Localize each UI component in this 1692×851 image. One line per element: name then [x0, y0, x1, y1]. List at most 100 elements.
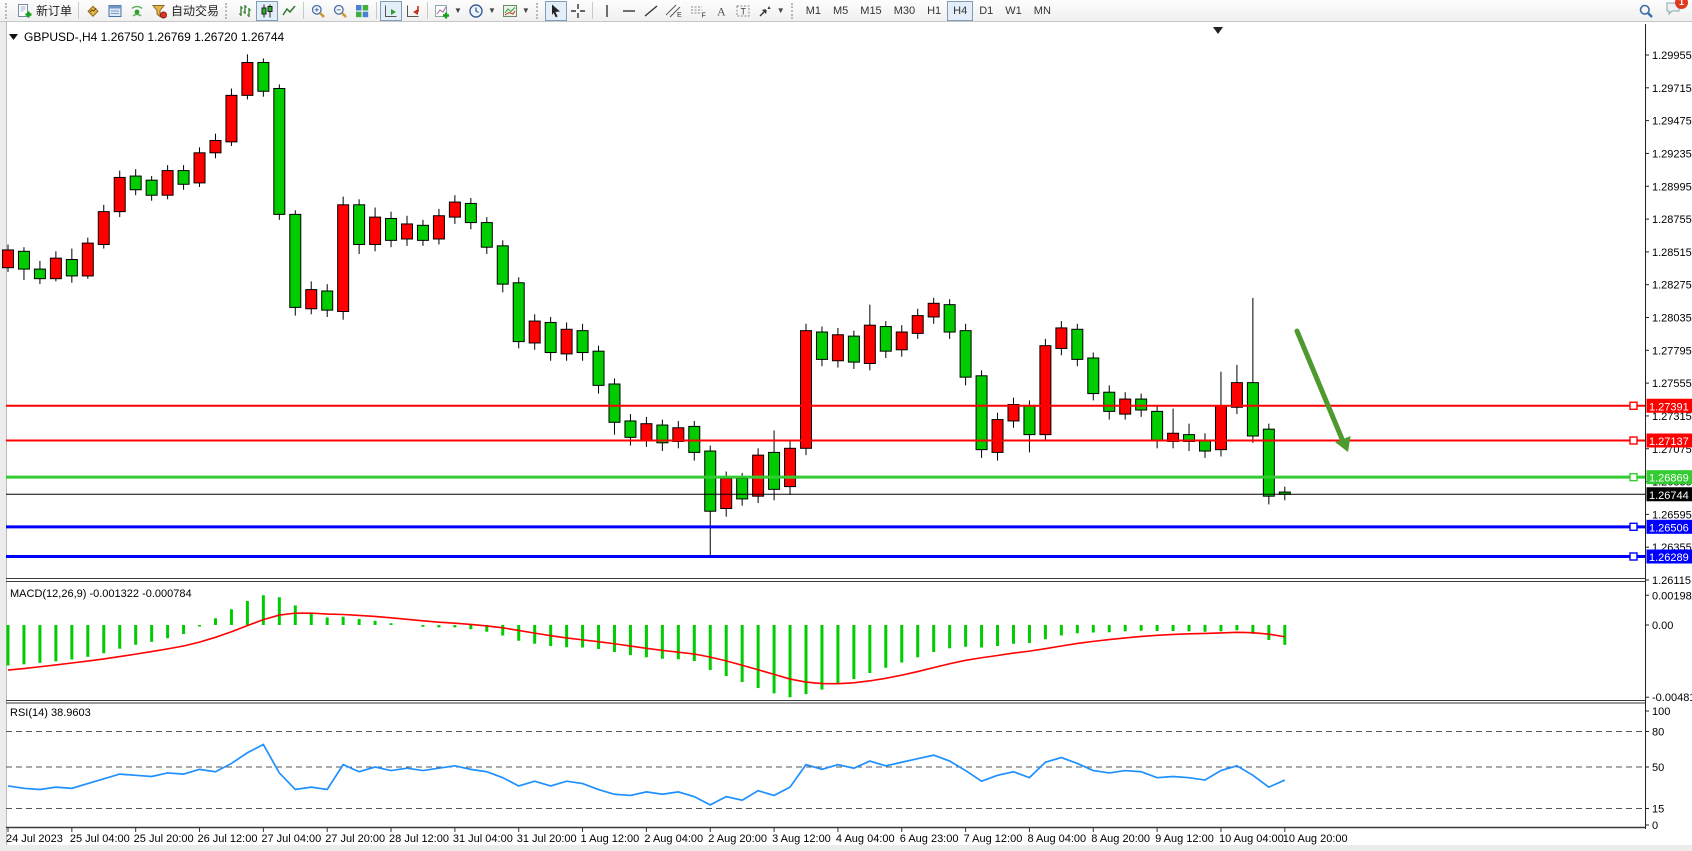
navigator-button[interactable]: [126, 1, 148, 21]
arrows-icon: [757, 3, 773, 19]
text-tool-button[interactable]: A: [710, 1, 732, 21]
arrows-tool-button[interactable]: ▼: [754, 1, 788, 21]
autotrading-button[interactable]: 自动交易: [148, 1, 222, 21]
trend-arrow[interactable]: [1294, 328, 1351, 452]
svg-text:31 Jul 20:00: 31 Jul 20:00: [517, 833, 577, 845]
auto-scroll-button[interactable]: [380, 0, 403, 21]
fibonacci-tool-button[interactable]: F: [686, 1, 710, 21]
candle: [496, 245, 509, 285]
toolbar: 新订单 自动交易: [0, 0, 1692, 22]
candle: [432, 215, 445, 240]
hline-price-label: [1646, 433, 1692, 448]
notification-badge: 1: [1675, 0, 1688, 9]
zoom-out-button[interactable]: [329, 1, 351, 21]
notifications-chat-button[interactable]: 1: [1665, 0, 1688, 21]
candle: [640, 423, 653, 441]
arrows-dropdown-caret[interactable]: ▼: [776, 6, 785, 15]
vertical-line-tool-button[interactable]: [596, 1, 618, 21]
svg-text:6 Aug 23:00: 6 Aug 23:00: [900, 833, 959, 845]
svg-text:1.27391: 1.27391: [1649, 401, 1689, 413]
timeframe-button-mn[interactable]: MN: [1028, 1, 1057, 21]
svg-text:1.27555: 1.27555: [1652, 378, 1692, 390]
timeframe-button-m15[interactable]: M15: [854, 1, 887, 21]
svg-text:10 Aug 04:00: 10 Aug 04:00: [1219, 833, 1284, 845]
data-window-button[interactable]: [104, 1, 126, 21]
templates-dropdown-caret[interactable]: ▼: [521, 6, 530, 15]
candle: [975, 375, 988, 451]
timeframe-button-h1[interactable]: H1: [921, 1, 947, 21]
search-icon: [1638, 3, 1654, 19]
new-order-button[interactable]: 新订单: [14, 1, 75, 21]
candle: [815, 331, 828, 360]
data-window-icon: [107, 3, 123, 19]
zoom-out-icon: [332, 3, 348, 19]
candle: [1087, 357, 1100, 395]
trendline-tool-button[interactable]: [640, 1, 662, 21]
candle: [592, 350, 605, 386]
svg-text:27 Jul 04:00: 27 Jul 04:00: [261, 833, 321, 845]
periods-button[interactable]: ▼: [465, 1, 499, 21]
hline-price-label: [1646, 398, 1692, 413]
timeframe-button-d1[interactable]: D1: [973, 1, 999, 21]
periods-dropdown-caret[interactable]: ▼: [487, 6, 496, 15]
candle: [911, 315, 924, 334]
cursor-tool-button[interactable]: [544, 0, 567, 21]
svg-text:31 Jul 04:00: 31 Jul 04:00: [453, 833, 513, 845]
toolbar-grip[interactable]: [5, 2, 11, 19]
svg-text:1.26869: 1.26869: [1649, 473, 1689, 485]
candle: [1230, 382, 1243, 408]
zoom-in-button[interactable]: [307, 1, 329, 21]
horizontal-lines[interactable]: 1.27391 1.27137 1.26869 1.26744 1.26506 1.262…: [6, 398, 1692, 564]
candle: [416, 224, 429, 241]
indicators-button[interactable]: ▼: [431, 1, 465, 21]
svg-text:4 Aug 04:00: 4 Aug 04:00: [836, 833, 895, 845]
candle: [65, 259, 78, 277]
svg-text:RSI(14) 38.9603: RSI(14) 38.9603: [10, 707, 91, 719]
chart-shift-button[interactable]: [402, 1, 424, 21]
timeframe-button-m1[interactable]: M1: [800, 1, 827, 21]
timeframe-button-m30[interactable]: M30: [888, 1, 921, 21]
indicators-dropdown-caret[interactable]: ▼: [454, 6, 462, 15]
market-watch-button[interactable]: [82, 1, 104, 21]
candlestick-chart-type-button[interactable]: [256, 0, 279, 21]
chart-title: GBPUSD-,H4 1.26750 1.26769 1.26720 1.267…: [9, 30, 285, 44]
candle: [209, 140, 222, 154]
candle: [704, 450, 717, 512]
timeframe-button-w1[interactable]: W1: [999, 1, 1028, 21]
zoom-in-icon: [310, 3, 326, 19]
timeframe-button-h4[interactable]: H4: [947, 0, 974, 21]
candle: [49, 257, 62, 280]
bar-chart-type-button[interactable]: [234, 1, 256, 21]
equidistant-channel-tool-button[interactable]: E: [662, 1, 686, 21]
svg-text:A: A: [717, 4, 726, 18]
chart-shift-icon: [405, 3, 421, 19]
crosshair-tool-button[interactable]: [567, 1, 589, 21]
text-label-tool-button[interactable]: T: [732, 1, 754, 21]
indicators-icon: [434, 3, 450, 19]
candle: [337, 204, 350, 313]
tile-windows-button[interactable]: [351, 1, 373, 21]
candle: [1151, 410, 1164, 441]
candle: [2, 249, 14, 269]
search-button[interactable]: [1635, 1, 1657, 21]
templates-button[interactable]: ▼: [499, 1, 533, 21]
crosshair-icon: [570, 3, 586, 19]
candle: [1055, 327, 1068, 349]
horizontal-line-tool-button[interactable]: [618, 1, 640, 21]
timeframe-button-m5[interactable]: M5: [827, 1, 854, 21]
new-order-label: 新订单: [36, 4, 73, 18]
candle: [353, 204, 366, 245]
svg-text:1.29955: 1.29955: [1652, 50, 1692, 62]
symbol-dropdown-icon[interactable]: [9, 34, 18, 40]
cursor-icon: [548, 3, 564, 19]
candlestick-chart-icon: [259, 3, 275, 19]
candle: [113, 176, 126, 213]
hline-price-label: [1646, 549, 1692, 564]
candle: [576, 330, 589, 354]
line-chart-type-button[interactable]: [278, 1, 300, 21]
candle: [177, 170, 190, 185]
candle: [81, 242, 94, 277]
candle: [991, 419, 1004, 453]
candle: [401, 223, 413, 240]
